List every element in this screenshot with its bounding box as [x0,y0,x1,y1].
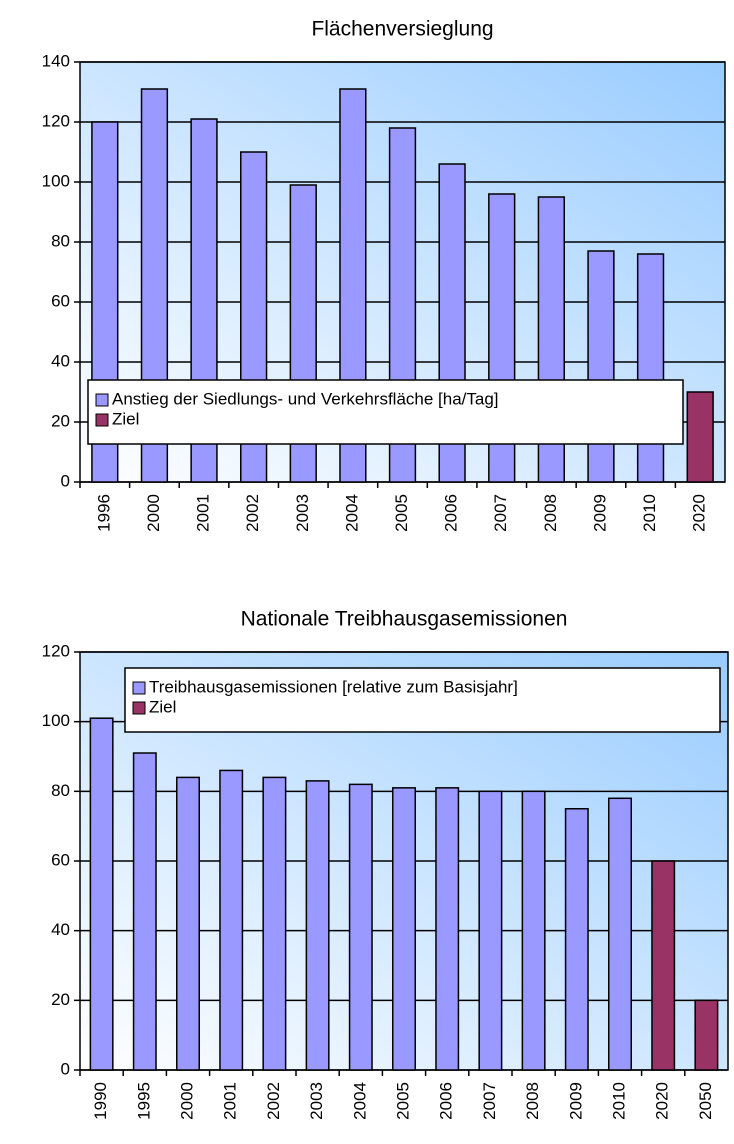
x-tick-label: 1995 [134,1082,153,1120]
bar [132,752,157,1071]
x-tick-label: 2005 [392,494,411,532]
chart: Nationale Treibhausgasemissionen 0 20 40 60 8… [42,608,729,1120]
bar [478,790,503,1071]
bar [392,787,416,1071]
x-tick-label: 2006 [442,494,461,532]
legend-label: Ziel [149,697,176,716]
legend-label: Treibhausgasemissionen [relative zum Bas… [149,677,518,696]
y-tick-label: 60 [51,850,70,869]
legend-swatch [95,413,109,427]
y-tick-label: 0 [61,1059,70,1078]
bar [89,717,114,1071]
legend-swatch [132,681,146,695]
legend-label: Anstieg der Siedlungs- und Verkehrsfläch… [112,389,499,408]
legend-label: Ziel [112,409,139,428]
y-tick-label: 80 [51,781,70,800]
x-tick-label: 2006 [437,1082,456,1120]
bar [521,790,546,1071]
y-tick-label: 0 [61,471,70,490]
x-tick-label: 2000 [177,1082,196,1120]
x-tick-label: 2004 [350,1082,369,1120]
chart-title: Flächenversieglung [311,18,493,41]
x-tick-label: 2050 [696,1082,715,1120]
bar [651,860,676,1071]
y-tick-label: 40 [51,351,70,370]
bar [608,797,632,1071]
x-tick-label: 2020 [653,1082,672,1120]
y-tick-label: 120 [42,111,70,130]
bar [435,787,460,1071]
y-tick-label: 80 [51,231,70,250]
bar [348,783,373,1071]
bar [694,999,719,1071]
legend-box [87,379,684,445]
bar [686,391,714,483]
bar [219,769,244,1071]
legend: Treibhausgasemissionen [relative zum Bas… [124,667,721,733]
bar [636,253,665,483]
x-tick-label: 2010 [640,494,659,532]
x-tick-label: 2008 [523,1082,542,1120]
bar [176,776,200,1071]
x-tick-label: 2003 [307,1082,326,1120]
y-tick-label: 100 [42,171,70,190]
x-tick-label: 2002 [243,494,262,532]
x-tick-label: 2009 [566,1082,585,1120]
x-tick-label: 1990 [91,1082,110,1120]
x-tick-label: 2005 [393,1082,412,1120]
chart: Flächenversieglung 0 20 40 60 80 100 120 140 1996… [42,18,726,532]
bar [587,250,615,483]
y-tick-label: 60 [51,291,70,310]
chart-title: Nationale Treibhausgasemissionen [241,608,568,631]
x-tick-label: 2002 [264,1082,283,1120]
y-tick-label: 20 [51,990,70,1009]
y-tick-label: 120 [42,641,70,660]
x-tick-label: 2001 [221,1082,240,1120]
legend-swatch [132,701,146,715]
x-tick-label: 2009 [590,494,609,532]
bar [305,780,330,1071]
bar [564,808,589,1071]
bar [262,776,287,1071]
x-tick-label: 2008 [541,494,560,532]
legend-swatch [95,393,109,407]
legend-box [124,667,721,733]
x-tick-label: 1996 [94,494,113,532]
legend: Anstieg der Siedlungs- und Verkehrsfläch… [87,379,684,445]
x-tick-label: 2000 [144,494,163,532]
x-tick-label: 2010 [609,1082,628,1120]
y-tick-label: 100 [42,711,70,730]
x-tick-label: 2004 [342,494,361,532]
x-tick-label: 2007 [480,1082,499,1120]
x-tick-label: 2020 [690,494,709,532]
y-tick-label: 20 [51,411,70,430]
x-tick-label: 2001 [194,494,213,532]
x-tick-label: 2003 [293,494,312,532]
y-tick-label: 140 [42,51,70,70]
x-tick-label: 2007 [491,494,510,532]
y-tick-label: 40 [51,920,70,939]
